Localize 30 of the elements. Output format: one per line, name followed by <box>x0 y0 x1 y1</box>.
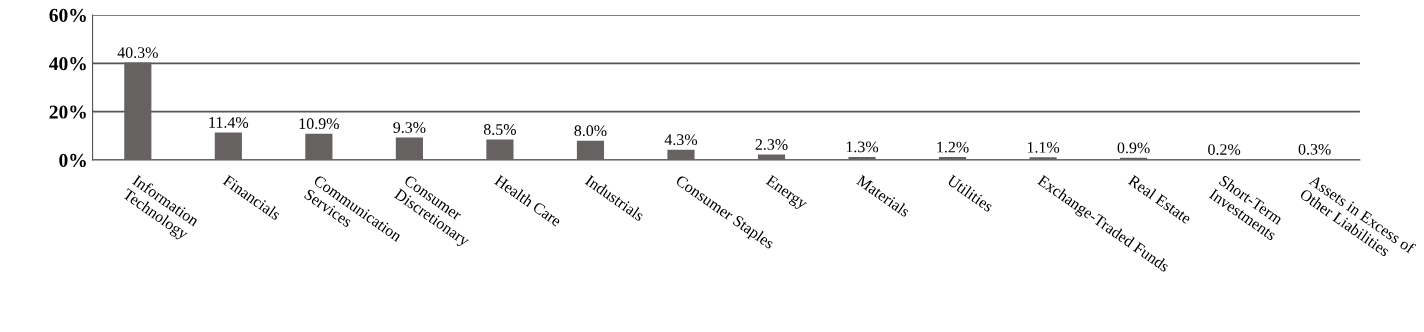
data-label: 40.3% <box>117 47 158 59</box>
data-label: 0.9% <box>1117 142 1150 154</box>
bar <box>1120 157 1148 161</box>
bar <box>576 140 605 161</box>
data-label: 8.0% <box>574 125 607 137</box>
data-label: 1.3% <box>846 141 879 153</box>
data-label: 11.4% <box>209 117 249 128</box>
data-label: 10.9% <box>299 118 339 130</box>
bar <box>214 132 242 161</box>
bar <box>486 139 514 161</box>
data-label: 0.2% <box>1208 144 1241 155</box>
bar <box>124 62 152 161</box>
bar <box>667 149 695 161</box>
bar <box>938 157 967 161</box>
data-label: 9.3% <box>393 122 426 133</box>
y-tick-label: 0% <box>59 153 86 168</box>
bar <box>305 133 333 161</box>
data-label: 0.3% <box>1298 143 1331 155</box>
bar <box>848 156 876 161</box>
y-tick-label: 40% <box>49 57 86 71</box>
data-label: 1.2% <box>937 141 969 153</box>
bar <box>395 137 423 161</box>
bar <box>757 154 786 161</box>
y-tick-label: 20% <box>49 105 86 119</box>
bar <box>1029 157 1057 161</box>
data-label: 2.3% <box>755 139 788 150</box>
data-label: 8.5% <box>483 124 517 135</box>
data-label: 1.1% <box>1027 141 1060 153</box>
y-tick-label: 60% <box>49 8 86 22</box>
data-label: 4.3% <box>664 134 698 146</box>
